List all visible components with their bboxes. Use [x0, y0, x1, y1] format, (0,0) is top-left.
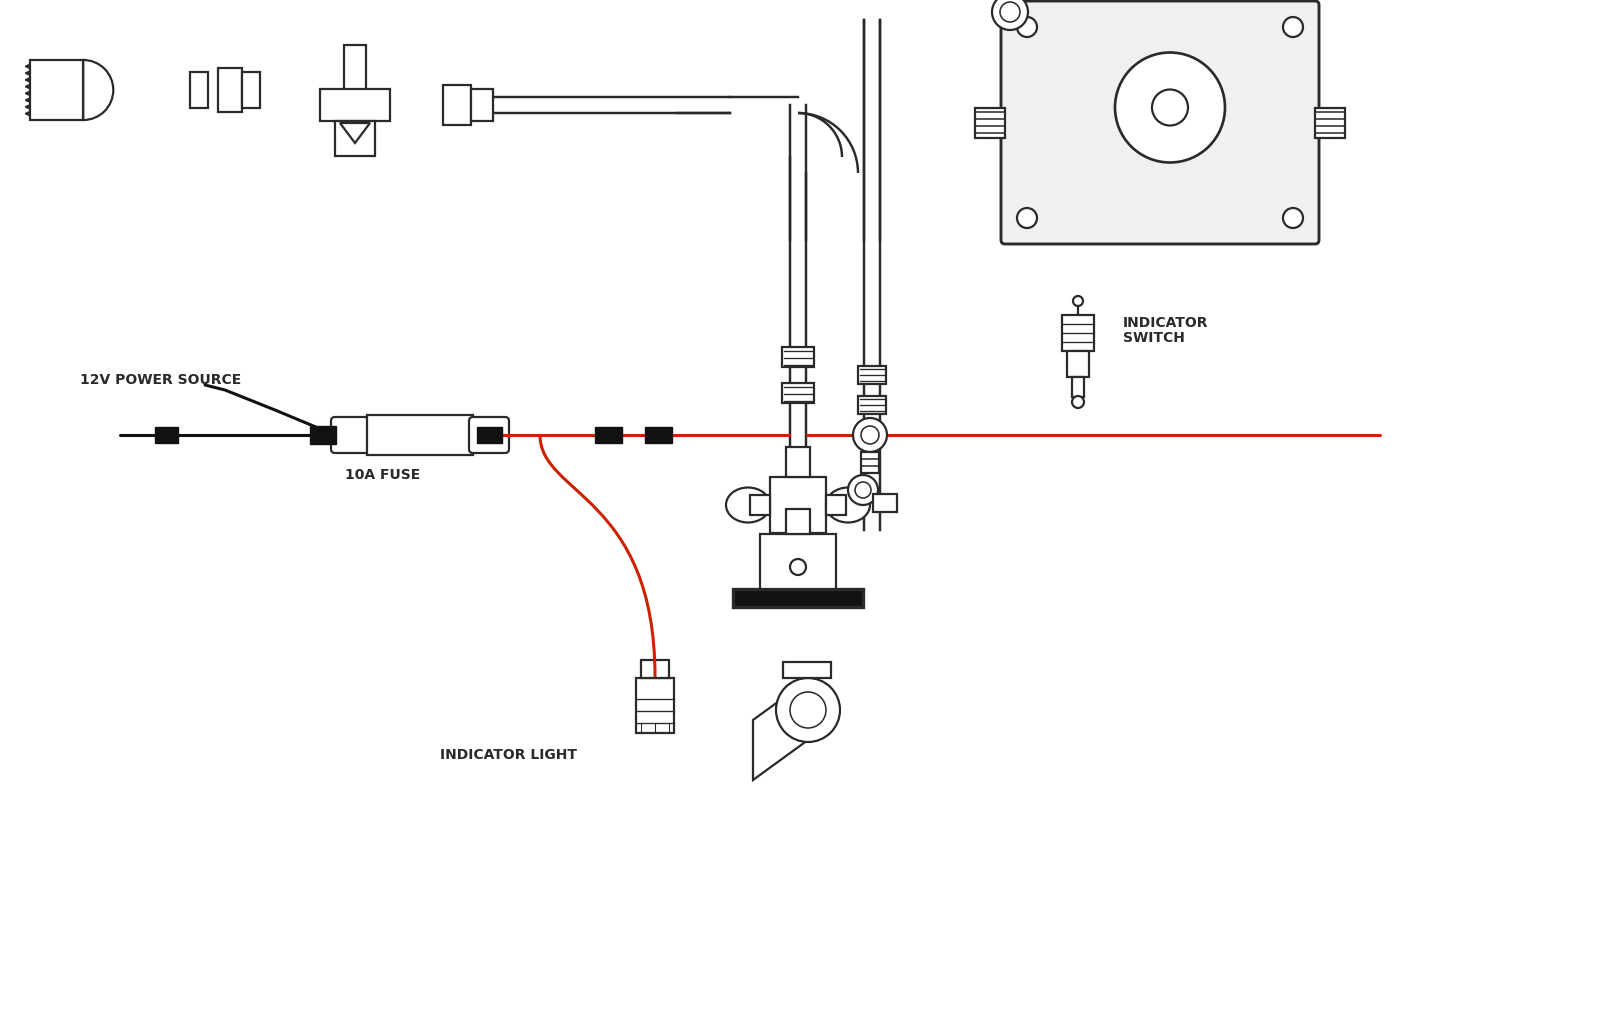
Circle shape: [1152, 90, 1187, 125]
Bar: [320, 89, 390, 121]
Bar: [334, 121, 374, 156]
Polygon shape: [155, 427, 178, 443]
Bar: [858, 366, 886, 384]
Circle shape: [1074, 296, 1083, 306]
Bar: [190, 72, 208, 108]
Circle shape: [790, 692, 826, 728]
Text: SWITCH: SWITCH: [1123, 331, 1186, 345]
Bar: [470, 89, 493, 121]
Bar: [30, 60, 83, 120]
Polygon shape: [754, 680, 808, 780]
Circle shape: [1018, 208, 1037, 228]
FancyBboxPatch shape: [1002, 1, 1318, 244]
Circle shape: [848, 475, 878, 505]
Bar: [637, 678, 674, 732]
Circle shape: [992, 0, 1027, 30]
Bar: [1072, 377, 1085, 397]
Bar: [786, 533, 810, 563]
Circle shape: [1283, 17, 1302, 37]
FancyBboxPatch shape: [469, 417, 509, 453]
Circle shape: [1018, 17, 1037, 37]
Text: 10A FUSE: 10A FUSE: [346, 468, 421, 482]
Bar: [770, 477, 826, 533]
Circle shape: [853, 418, 886, 452]
Bar: [760, 534, 835, 589]
Bar: [1067, 351, 1090, 377]
Circle shape: [1283, 208, 1302, 228]
Bar: [733, 589, 862, 607]
Ellipse shape: [826, 488, 870, 522]
Bar: [344, 45, 366, 90]
Bar: [826, 495, 846, 515]
Polygon shape: [310, 426, 336, 444]
Bar: [858, 396, 886, 414]
Circle shape: [861, 426, 878, 444]
Circle shape: [790, 559, 806, 575]
Bar: [974, 107, 1005, 137]
Bar: [1315, 107, 1346, 137]
Bar: [861, 452, 878, 473]
Circle shape: [776, 678, 840, 742]
Circle shape: [854, 482, 870, 498]
Polygon shape: [339, 123, 370, 143]
Polygon shape: [595, 427, 622, 443]
Bar: [874, 494, 898, 512]
Bar: [782, 662, 830, 678]
Circle shape: [1000, 2, 1021, 22]
FancyBboxPatch shape: [331, 417, 371, 453]
Bar: [366, 415, 474, 454]
Text: INDICATOR: INDICATOR: [1123, 316, 1208, 330]
Wedge shape: [83, 60, 114, 120]
Bar: [218, 68, 242, 112]
Bar: [782, 347, 814, 367]
Text: INDICATOR LIGHT: INDICATOR LIGHT: [440, 748, 578, 762]
Polygon shape: [645, 427, 672, 443]
Bar: [642, 660, 669, 678]
Bar: [443, 85, 470, 125]
Bar: [786, 509, 810, 534]
Bar: [786, 447, 810, 477]
Polygon shape: [477, 427, 502, 443]
Circle shape: [1072, 396, 1085, 408]
Bar: [1062, 315, 1094, 351]
Text: 12V POWER SOURCE: 12V POWER SOURCE: [80, 373, 242, 387]
Circle shape: [1115, 53, 1226, 163]
Bar: [242, 72, 259, 108]
Bar: [750, 495, 770, 515]
Bar: [782, 383, 814, 403]
Ellipse shape: [726, 488, 770, 522]
